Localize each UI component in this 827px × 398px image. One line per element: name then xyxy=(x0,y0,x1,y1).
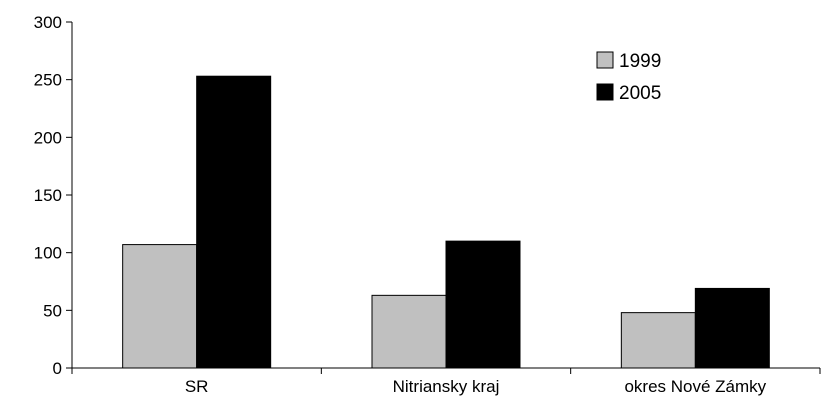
bar-2005-1 xyxy=(445,240,521,369)
bar-1999-1 xyxy=(371,294,447,369)
y-tick-label: 0 xyxy=(53,359,62,378)
y-tick-label: 150 xyxy=(34,186,62,205)
bars xyxy=(122,75,770,369)
y-tick-label: 200 xyxy=(34,128,62,147)
legend-swatch-1999 xyxy=(596,51,614,69)
x-category-label: Nitriansky kraj xyxy=(393,377,500,396)
legend-swatch-2005 xyxy=(596,83,614,101)
legend-label-1999: 1999 xyxy=(619,51,661,72)
y-tick-label: 250 xyxy=(34,71,62,90)
bar-1999-2 xyxy=(620,312,696,369)
bar-2005-0 xyxy=(196,75,272,369)
x-category-label: okres Nové Zámky xyxy=(624,377,766,396)
bar-2005-2 xyxy=(694,287,770,369)
y-tick-label: 300 xyxy=(34,13,62,32)
legend: 1999 2005 xyxy=(596,51,661,104)
y-tick-label: 50 xyxy=(43,301,62,320)
labels: 0 50 100 150 200 250 300 SR Nitriansky kraj okres… xyxy=(34,13,767,396)
y-tick-label: 100 xyxy=(34,244,62,263)
x-category-label: SR xyxy=(185,377,209,396)
bar-1999-0 xyxy=(122,244,198,369)
legend-label-2005: 2005 xyxy=(619,83,661,104)
